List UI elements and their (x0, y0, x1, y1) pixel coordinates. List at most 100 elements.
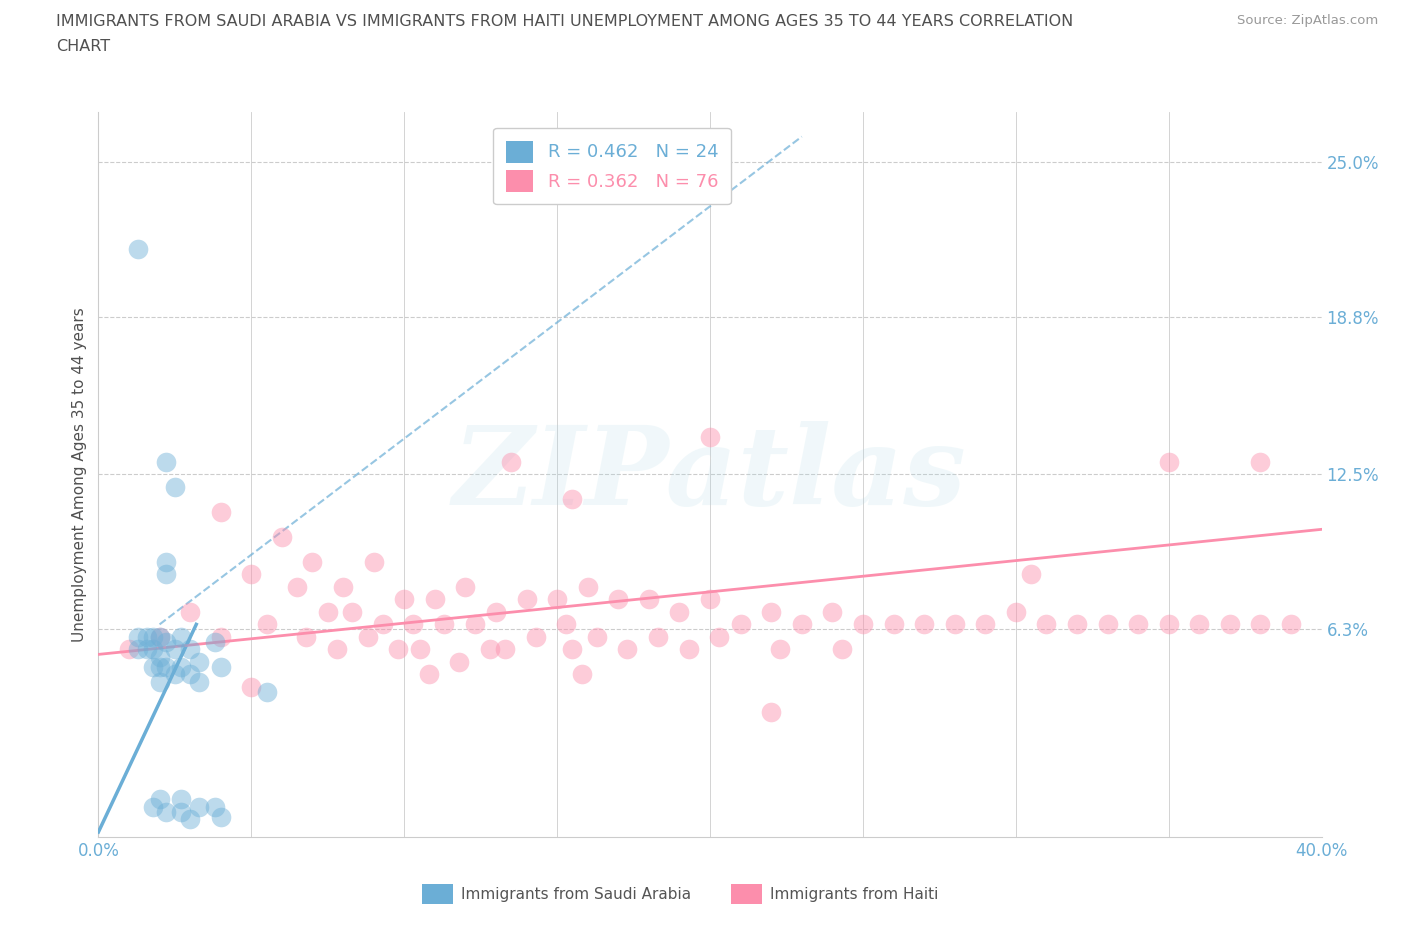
Point (118, 642, 141, 657)
Y-axis label: Unemployment Among Ages 35 to 44 years: Unemployment Among Ages 35 to 44 years (72, 307, 87, 642)
Point (149, 649, 172, 664)
Point (142, 630, 165, 644)
Point (356, 630, 378, 644)
Point (730, 617, 752, 631)
Point (170, 792, 193, 807)
Point (136, 642, 159, 657)
Point (852, 617, 875, 631)
Point (240, 567, 263, 582)
Point (678, 642, 700, 657)
Point (179, 604, 201, 619)
Point (883, 617, 905, 631)
Point (188, 800, 211, 815)
Point (759, 604, 782, 619)
Point (326, 642, 349, 657)
Point (637, 591, 661, 606)
Point (1249, 455, 1271, 470)
Text: Immigrants from Haiti: Immigrants from Haiti (770, 887, 939, 902)
Point (170, 804, 193, 819)
Point (170, 630, 193, 644)
Point (912, 617, 935, 631)
Point (136, 630, 159, 644)
Point (478, 642, 501, 657)
Point (127, 630, 149, 644)
Point (668, 604, 690, 619)
Point (155, 455, 177, 470)
Point (576, 579, 599, 594)
Point (418, 667, 440, 682)
Point (149, 659, 172, 674)
Point (485, 604, 508, 619)
Point (342, 604, 364, 619)
Point (408, 642, 430, 657)
Point (204, 634, 226, 649)
Point (1219, 617, 1241, 631)
Point (699, 430, 721, 445)
Point (285, 579, 308, 594)
Point (170, 659, 193, 674)
Point (149, 630, 172, 644)
Point (155, 634, 177, 649)
Point (179, 812, 201, 827)
Point (179, 642, 201, 657)
Point (454, 579, 477, 594)
Point (149, 792, 172, 807)
Point (301, 554, 323, 569)
Point (464, 617, 486, 631)
Point (1128, 617, 1150, 631)
Point (163, 667, 186, 682)
Point (571, 667, 593, 682)
Point (127, 642, 149, 657)
Point (402, 617, 425, 631)
Point (699, 591, 721, 606)
Point (647, 630, 669, 644)
Point (1097, 617, 1119, 631)
Point (759, 705, 782, 720)
Text: IMMIGRANTS FROM SAUDI ARABIA VS IMMIGRANTS FROM HAITI UNEMPLOYMENT AMONG AGES 35: IMMIGRANTS FROM SAUDI ARABIA VS IMMIGRAN… (56, 14, 1074, 29)
Point (163, 479, 186, 494)
Point (149, 630, 172, 644)
Point (1157, 455, 1180, 470)
Point (149, 674, 172, 689)
Point (423, 591, 446, 606)
Point (179, 667, 201, 682)
Point (142, 659, 165, 674)
Point (155, 659, 177, 674)
Point (209, 809, 232, 824)
Point (607, 591, 630, 606)
Point (449, 655, 471, 670)
Point (790, 617, 813, 631)
Point (363, 554, 385, 569)
Text: Source: ZipAtlas.com: Source: ZipAtlas.com (1237, 14, 1378, 27)
Point (555, 617, 578, 631)
Point (821, 604, 844, 619)
Point (1188, 617, 1211, 631)
Text: Immigrants from Saudi Arabia: Immigrants from Saudi Arabia (461, 887, 692, 902)
Point (209, 659, 232, 674)
Point (1249, 617, 1271, 631)
Point (204, 800, 226, 815)
Point (387, 642, 409, 657)
Point (332, 579, 354, 594)
Point (142, 642, 165, 657)
Point (1035, 617, 1057, 631)
Point (392, 591, 416, 606)
Point (127, 242, 149, 257)
Point (1004, 604, 1026, 619)
Point (501, 455, 523, 470)
Point (155, 567, 177, 582)
Point (295, 630, 318, 644)
Point (1157, 617, 1180, 631)
Point (256, 617, 278, 631)
Point (709, 630, 731, 644)
Point (188, 674, 211, 689)
Point (546, 591, 568, 606)
Point (256, 684, 278, 699)
Point (561, 492, 583, 507)
Point (155, 804, 177, 819)
Point (769, 642, 792, 657)
Point (240, 680, 263, 695)
Point (586, 630, 609, 644)
Point (270, 529, 292, 544)
Point (188, 655, 211, 670)
